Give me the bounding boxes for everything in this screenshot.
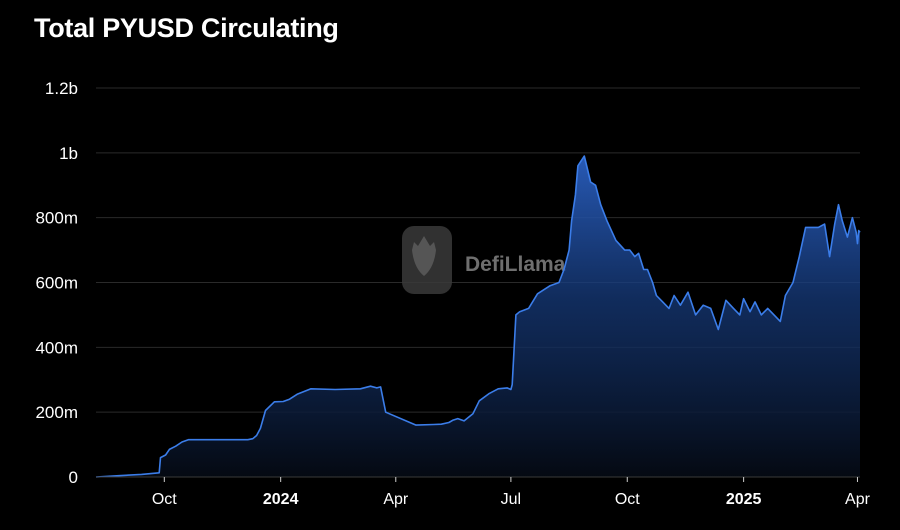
x-tick-label: Apr xyxy=(383,491,409,508)
x-axis: Oct 2024 Apr Jul Oct 2025 Apr xyxy=(152,477,871,508)
defillama-watermark: DefiLlama xyxy=(402,226,566,294)
x-tick-label: Apr xyxy=(845,491,871,508)
y-tick-label: 400m xyxy=(35,338,78,357)
y-tick-label: 200m xyxy=(35,403,78,422)
x-tick-label: Oct xyxy=(615,491,640,508)
series-line xyxy=(95,155,861,478)
area-fill xyxy=(96,156,860,477)
x-tick-label: Oct xyxy=(152,491,177,508)
y-tick-label: 0 xyxy=(69,468,78,487)
chart-title: Total PYUSD Circulating xyxy=(34,13,339,43)
x-tick-label: Jul xyxy=(501,491,521,508)
y-tick-label: 800m xyxy=(35,209,78,228)
y-axis: 0 200m 400m 600m 800m 1b 1.2b xyxy=(35,79,78,487)
y-tick-label: 600m xyxy=(35,274,78,293)
llama-head-icon xyxy=(412,236,436,276)
x-tick-label: 2025 xyxy=(726,491,762,508)
grid-lines xyxy=(96,87,860,413)
x-tick-label: 2024 xyxy=(263,491,299,508)
y-tick-label: 1.2b xyxy=(45,79,78,98)
y-tick-label: 1b xyxy=(59,144,78,163)
watermark-text: DefiLlama xyxy=(465,253,566,276)
